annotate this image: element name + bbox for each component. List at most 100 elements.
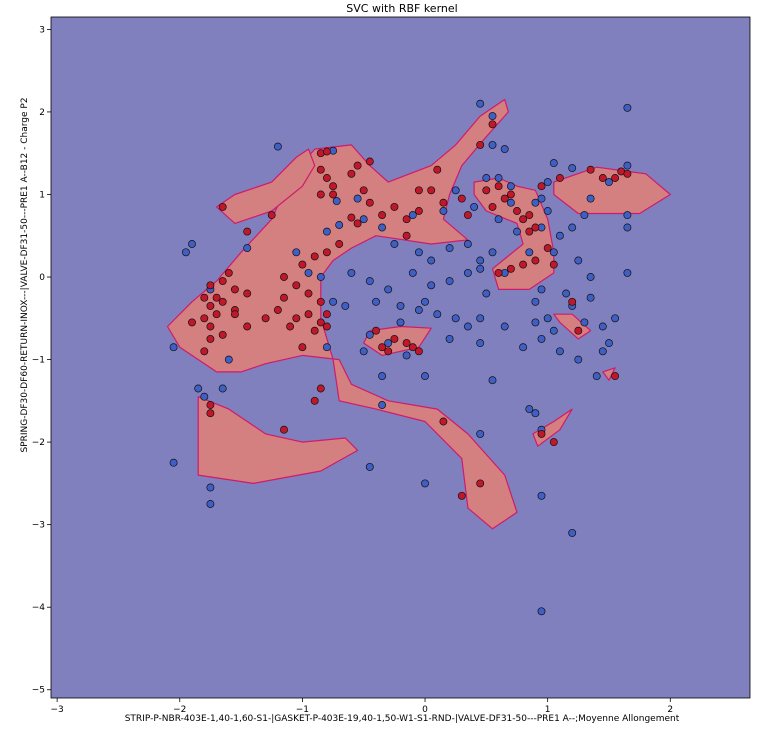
data-point-class-0	[543, 314, 552, 323]
data-point-class-0	[488, 140, 497, 149]
data-point-class-0	[568, 528, 577, 537]
data-point-class-1	[365, 157, 374, 166]
data-point-class-1	[506, 264, 515, 273]
data-point-class-0	[243, 244, 252, 253]
data-point-class-0	[445, 244, 454, 253]
data-point-class-0	[329, 297, 338, 306]
data-point-class-1	[519, 260, 528, 269]
data-point-class-0	[353, 194, 362, 203]
data-point-class-1	[316, 297, 325, 306]
x-tick-label: 0	[422, 705, 428, 715]
data-point-class-1	[280, 273, 288, 281]
data-point-class-0	[384, 339, 393, 348]
data-point-class-1	[316, 190, 325, 199]
decision-regions	[166, 98, 671, 530]
data-point-class-1	[574, 326, 583, 335]
data-point-class-1	[298, 343, 307, 352]
data-point-class-1	[218, 277, 227, 286]
data-point-class-0	[396, 301, 405, 310]
data-point-class-1	[531, 256, 540, 265]
data-point-class-1	[206, 322, 215, 331]
data-point-class-0	[378, 372, 387, 381]
data-point-class-0	[476, 314, 485, 323]
data-point-class-0	[365, 330, 374, 339]
data-point-class-0	[402, 351, 411, 360]
data-point-class-0	[304, 268, 313, 277]
data-point-class-1	[316, 318, 325, 327]
data-point-class-0	[549, 159, 558, 168]
data-point-class-1	[286, 322, 295, 331]
data-point-class-0	[408, 211, 417, 220]
data-point-class-0	[537, 607, 546, 616]
data-point-class-0	[574, 355, 583, 364]
y-tick-label: −3	[32, 521, 45, 531]
data-point-class-1	[322, 174, 331, 182]
data-point-class-0	[562, 289, 571, 298]
data-point-class-1	[329, 190, 338, 199]
data-point-class-1	[568, 297, 577, 306]
data-point-class-0	[598, 347, 607, 356]
data-point-class-1	[476, 140, 485, 149]
data-point-class-1	[353, 161, 362, 170]
y-tick-label: −1	[32, 356, 45, 366]
y-tick-label: −4	[32, 603, 46, 613]
data-point-class-0	[359, 347, 368, 356]
data-point-class-0	[488, 112, 497, 121]
data-point-class-1	[378, 211, 387, 220]
data-point-class-0	[605, 339, 613, 348]
data-point-class-0	[506, 198, 515, 207]
data-point-class-1	[329, 182, 338, 191]
data-point-class-1	[402, 339, 411, 348]
data-point-class-0	[537, 194, 546, 203]
data-point-class-0	[549, 248, 558, 257]
data-point-class-1	[365, 198, 374, 207]
data-point-class-0	[421, 297, 429, 306]
data-point-class-1	[206, 281, 215, 290]
data-point-class-0	[476, 339, 485, 348]
data-point-class-1	[457, 194, 466, 203]
y-axis-ticks: −5 −4 −3 −2 −1 0 1 2 3	[32, 25, 51, 696]
data-point-class-0	[322, 343, 331, 352]
data-point-class-1	[243, 227, 252, 236]
data-point-class-0	[408, 268, 417, 277]
data-point-class-0	[206, 500, 215, 508]
data-point-class-0	[555, 347, 564, 356]
data-point-class-0	[427, 281, 436, 290]
data-point-class-0	[537, 285, 546, 294]
data-point-class-0	[488, 248, 497, 257]
data-point-class-1	[390, 202, 399, 211]
plot-background	[51, 17, 750, 698]
data-point-class-0	[531, 318, 540, 327]
data-point-class-1	[598, 174, 607, 182]
data-point-class-1	[519, 215, 528, 224]
data-point-class-1	[439, 198, 448, 207]
data-point-class-0	[451, 186, 460, 195]
y-tick-label: −5	[32, 686, 45, 696]
data-point-class-1	[623, 169, 632, 178]
y-tick-label: 2	[39, 108, 45, 118]
data-point-class-0	[525, 405, 534, 414]
data-point-class-0	[476, 99, 485, 108]
data-point-class-0	[194, 384, 203, 393]
data-point-class-1	[310, 396, 319, 405]
data-point-class-1	[243, 322, 252, 331]
data-point-class-1	[316, 165, 325, 174]
data-point-class-0	[396, 318, 405, 327]
data-point-class-0	[451, 314, 460, 323]
y-tick-label: −2	[32, 438, 45, 448]
data-point-class-0	[378, 223, 387, 232]
data-point-class-1	[488, 202, 497, 211]
decision-region-0	[166, 98, 518, 530]
data-point-class-1	[384, 347, 393, 356]
plot-area	[50, 16, 751, 699]
data-point-class-0	[623, 268, 632, 277]
data-point-class-0	[476, 429, 485, 438]
data-point-class-0	[335, 221, 344, 229]
x-tick-label: −3	[50, 705, 63, 715]
data-point-class-1	[353, 219, 362, 228]
x-tick-label: 2	[667, 705, 673, 715]
data-point-class-1	[506, 190, 515, 199]
data-point-class-0	[525, 248, 534, 257]
data-points	[169, 99, 632, 616]
data-point-class-0	[592, 372, 601, 381]
